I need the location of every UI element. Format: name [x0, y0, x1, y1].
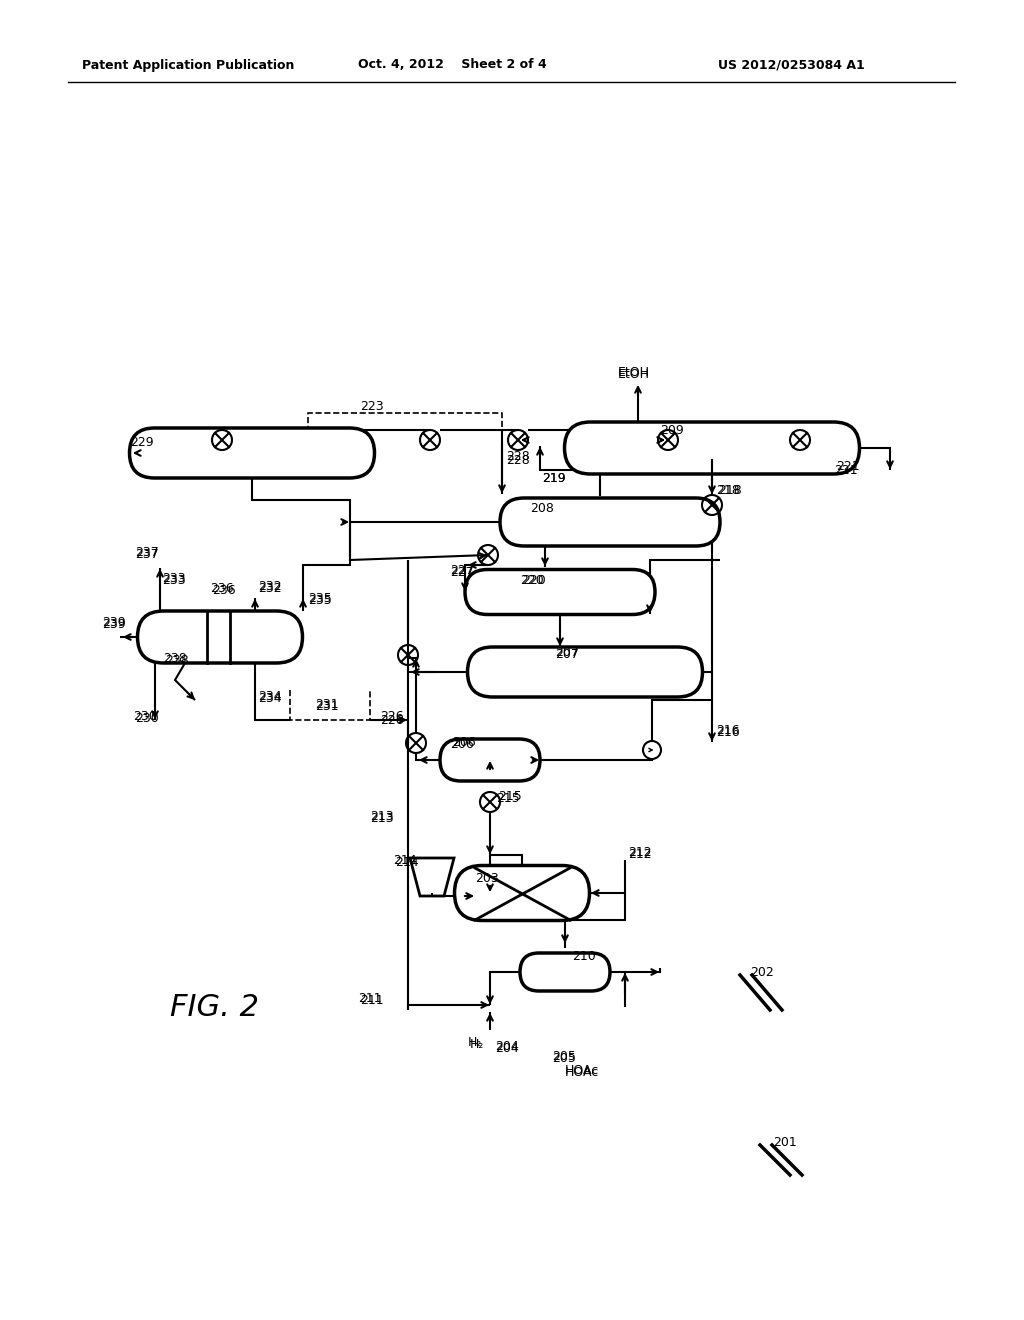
FancyBboxPatch shape: [455, 866, 590, 920]
Text: 220: 220: [520, 573, 544, 586]
Text: 234: 234: [258, 689, 282, 702]
FancyBboxPatch shape: [520, 953, 610, 991]
FancyBboxPatch shape: [440, 739, 540, 781]
Text: 220: 220: [522, 573, 546, 586]
Text: HOAc: HOAc: [565, 1065, 599, 1078]
Text: 234: 234: [258, 692, 282, 705]
Text: 206: 206: [452, 735, 476, 748]
Text: HOAc: HOAc: [565, 1064, 599, 1077]
Text: 236: 236: [212, 583, 236, 597]
Text: 212: 212: [628, 849, 651, 862]
Text: 215: 215: [498, 789, 522, 803]
Text: 231: 231: [315, 701, 339, 714]
Text: 210: 210: [572, 949, 596, 962]
Text: 233: 233: [162, 573, 185, 586]
FancyBboxPatch shape: [500, 498, 720, 546]
Text: H₂: H₂: [470, 1039, 484, 1052]
Text: 235: 235: [308, 594, 332, 606]
Text: 237: 237: [135, 549, 159, 561]
Text: 203: 203: [475, 871, 499, 884]
Text: 239: 239: [102, 616, 126, 630]
Text: 227: 227: [450, 564, 474, 577]
Text: US 2012/0253084 A1: US 2012/0253084 A1: [718, 58, 864, 71]
Text: 219: 219: [542, 471, 565, 484]
Text: 232: 232: [258, 582, 282, 594]
Text: EtOH: EtOH: [618, 368, 650, 381]
Text: EtOH: EtOH: [618, 367, 650, 380]
Text: 209: 209: [660, 424, 684, 437]
Text: 226: 226: [380, 714, 403, 726]
Text: FIG. 2: FIG. 2: [170, 994, 259, 1023]
Text: 213: 213: [370, 809, 393, 822]
Text: 206: 206: [450, 738, 474, 751]
Text: 201: 201: [773, 1135, 797, 1148]
Text: 228: 228: [506, 450, 529, 462]
Text: 221: 221: [836, 459, 859, 473]
Text: 205: 205: [552, 1052, 575, 1064]
FancyBboxPatch shape: [564, 422, 859, 474]
Text: 204: 204: [495, 1041, 519, 1055]
Text: 214: 214: [395, 855, 419, 869]
Text: 211: 211: [358, 991, 382, 1005]
Text: 205: 205: [552, 1049, 575, 1063]
Text: 204: 204: [495, 1040, 519, 1052]
Text: 212: 212: [628, 846, 651, 859]
Text: 208: 208: [530, 502, 554, 515]
FancyBboxPatch shape: [465, 569, 655, 615]
Text: Oct. 4, 2012    Sheet 2 of 4: Oct. 4, 2012 Sheet 2 of 4: [358, 58, 547, 71]
Text: 235: 235: [308, 591, 332, 605]
Text: 226: 226: [380, 710, 403, 723]
Text: 218: 218: [718, 483, 741, 496]
FancyBboxPatch shape: [129, 428, 375, 478]
Text: 218: 218: [716, 483, 739, 496]
Text: 238: 238: [165, 653, 188, 667]
Text: 232: 232: [258, 579, 282, 593]
Text: 227: 227: [450, 565, 474, 578]
Text: 215: 215: [496, 792, 520, 804]
Text: 221: 221: [834, 463, 858, 477]
Text: 238: 238: [163, 652, 186, 664]
Text: 211: 211: [360, 994, 384, 1006]
Text: Patent Application Publication: Patent Application Publication: [82, 58, 294, 71]
Text: 223: 223: [360, 400, 384, 413]
Text: 229: 229: [130, 436, 154, 449]
Text: 213: 213: [370, 812, 393, 825]
Text: 230: 230: [135, 711, 159, 725]
Text: 214: 214: [393, 854, 417, 866]
Text: 230: 230: [133, 710, 157, 722]
Text: H₂: H₂: [468, 1035, 482, 1048]
Text: 216: 216: [716, 723, 739, 737]
Text: 219: 219: [542, 471, 565, 484]
FancyBboxPatch shape: [468, 647, 702, 697]
Text: 207: 207: [555, 647, 579, 660]
Text: 233: 233: [162, 572, 185, 585]
Text: 237: 237: [135, 546, 159, 560]
Text: 239: 239: [102, 619, 126, 631]
FancyBboxPatch shape: [137, 611, 302, 663]
Text: 202: 202: [750, 965, 774, 978]
Text: 216: 216: [716, 726, 739, 738]
Text: 231: 231: [315, 698, 339, 711]
Text: 207: 207: [555, 648, 579, 661]
Text: 236: 236: [210, 582, 233, 594]
Text: 228: 228: [506, 454, 529, 466]
